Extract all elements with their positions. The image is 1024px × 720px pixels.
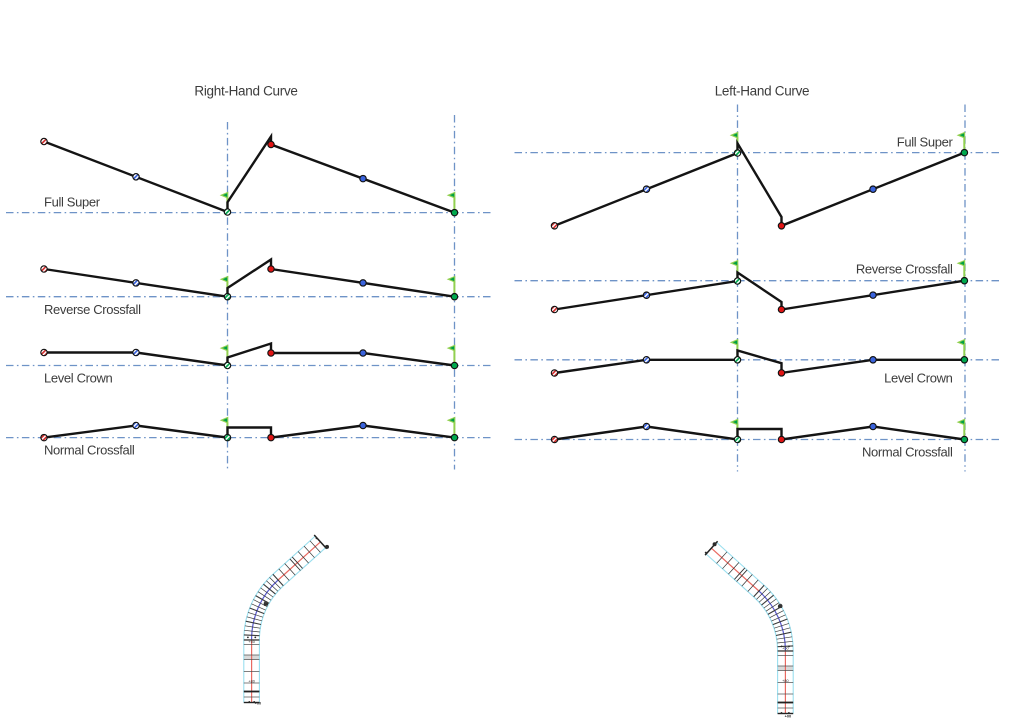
svg-text:+80: +80 <box>782 679 788 683</box>
svg-text:Level Crown: Level Crown <box>884 371 953 386</box>
svg-text:Normal Crossfall: Normal Crossfall <box>862 445 953 460</box>
svg-text:+50: +50 <box>782 646 788 650</box>
svg-text:Right-Hand Curve: Right-Hand Curve <box>194 84 297 99</box>
svg-text:Normal Crossfall: Normal Crossfall <box>44 443 135 458</box>
svg-text:+00: +00 <box>785 714 792 719</box>
svg-text:Reverse Crossfall: Reverse Crossfall <box>856 262 953 277</box>
svg-text:Level Crown: Level Crown <box>44 370 113 385</box>
svg-text:60: 60 <box>264 602 269 607</box>
svg-text:Full Super: Full Super <box>897 135 954 150</box>
svg-text:+00: +00 <box>255 700 262 705</box>
svg-text:60: 60 <box>778 604 783 609</box>
svg-text:Left-Hand Curve: Left-Hand Curve <box>715 84 810 99</box>
svg-text:Full Super: Full Super <box>44 194 101 209</box>
svg-text:+80: +80 <box>248 679 254 683</box>
svg-text:+50: +50 <box>248 640 254 644</box>
svg-text:Reverse Crossfall: Reverse Crossfall <box>44 302 141 317</box>
